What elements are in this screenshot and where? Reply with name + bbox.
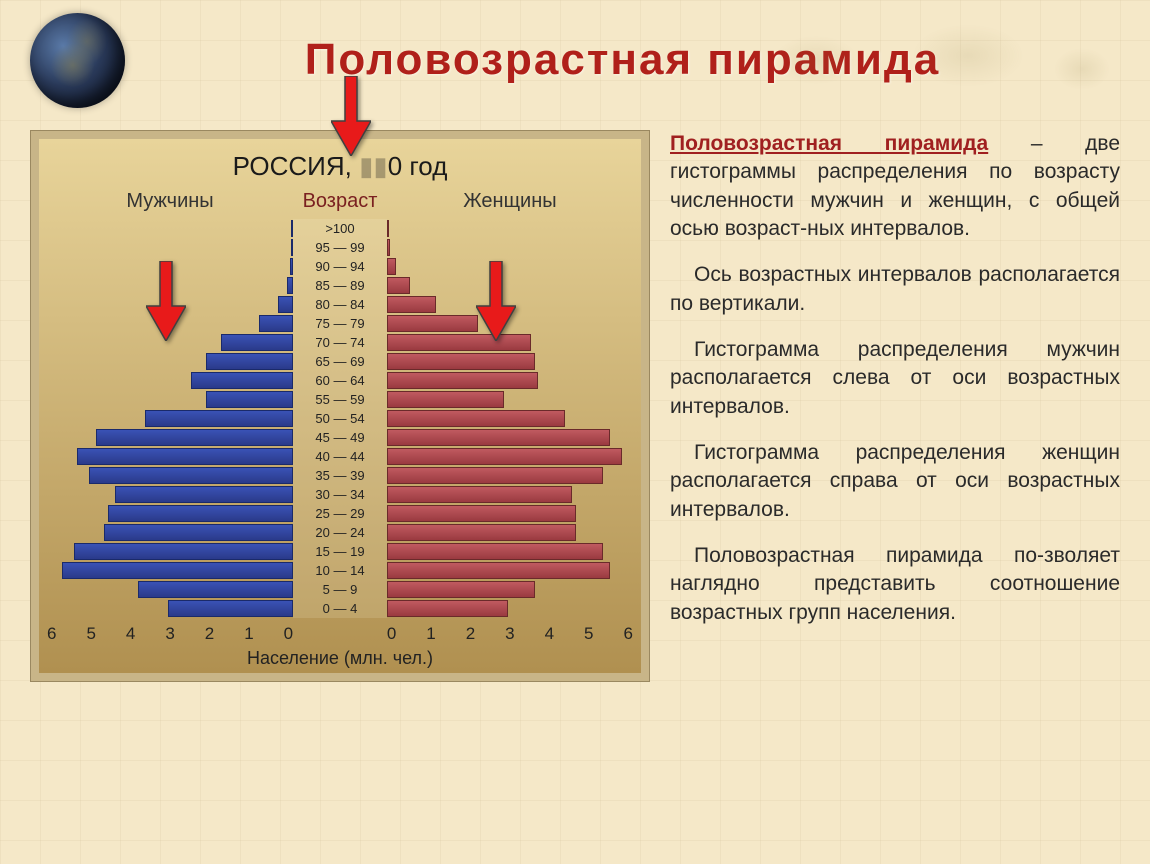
term: Половозрастная пирамида (670, 132, 988, 155)
age-label: 60 — 64 (293, 371, 387, 390)
content: РОССИЯ, ▮▮0 год Мужчины Возраст Женщины … (0, 120, 1150, 682)
label-female: Женщины (387, 190, 633, 213)
chart-title-right: год (409, 151, 447, 181)
p3: Гистограмма распределения мужчин распола… (670, 336, 1120, 421)
male-bar (168, 600, 293, 617)
female-bar (387, 372, 538, 389)
x-tick: 6 (623, 624, 632, 644)
male-bar (278, 296, 293, 313)
age-label: 95 — 99 (293, 238, 387, 257)
male-bar (191, 372, 293, 389)
arrow-female-icon (476, 261, 516, 341)
age-label: 10 — 14 (293, 561, 387, 580)
pyramid-bars: >10095 — 9990 — 9485 — 8980 — 8475 — 797… (47, 219, 633, 618)
x-axis: 6 5 4 3 2 1 0 0 1 2 3 4 5 6 (47, 618, 633, 644)
male-bar (62, 562, 293, 579)
x-tick: 1 (426, 624, 435, 644)
female-bar (387, 505, 576, 522)
age-label: 40 — 44 (293, 447, 387, 466)
x-tick: 5 (584, 624, 593, 644)
pyramid-chart: РОССИЯ, ▮▮0 год Мужчины Возраст Женщины … (30, 130, 650, 682)
age-label: 55 — 59 (293, 390, 387, 409)
x-tick: 0 (284, 624, 293, 644)
age-label: 30 — 34 (293, 485, 387, 504)
male-bar (206, 391, 293, 408)
female-bar (387, 543, 603, 560)
p2: Ось возрастных интервалов располагается … (670, 261, 1120, 318)
age-label: 65 — 69 (293, 352, 387, 371)
female-bar (387, 524, 576, 541)
male-bar (206, 353, 293, 370)
x-tick: 2 (466, 624, 475, 644)
female-bar (387, 315, 478, 332)
female-bar (387, 600, 508, 617)
female-bar (387, 581, 535, 598)
world-map-bg (740, 15, 1120, 105)
female-bar (387, 353, 535, 370)
label-age: Возраст (293, 190, 387, 213)
x-ticks-right: 0 1 2 3 4 5 6 (387, 624, 633, 644)
definition-paragraph: Половозрастная пирамида – две гистограмм… (670, 130, 1120, 243)
column-labels: Мужчины Возраст Женщины (47, 188, 633, 219)
age-label: 85 — 89 (293, 276, 387, 295)
age-label: 80 — 84 (293, 295, 387, 314)
male-bar (89, 467, 293, 484)
male-bar (77, 448, 293, 465)
female-bar (387, 220, 389, 237)
age-label: 70 — 74 (293, 333, 387, 352)
age-label: 90 — 94 (293, 257, 387, 276)
female-bar (387, 277, 410, 294)
female-bar (387, 562, 610, 579)
chart-inner: РОССИЯ, ▮▮0 год Мужчины Возраст Женщины … (39, 139, 641, 673)
male-bar (96, 429, 293, 446)
female-bar (387, 410, 565, 427)
age-label: 75 — 79 (293, 314, 387, 333)
male-bar (145, 410, 293, 427)
age-label: 20 — 24 (293, 523, 387, 542)
globe-icon (30, 13, 125, 108)
age-label: 35 — 39 (293, 466, 387, 485)
female-bar (387, 486, 573, 503)
male-bar (104, 524, 293, 541)
text-panel: Половозрастная пирамида – две гистограмм… (670, 130, 1120, 682)
p4: Гистограмма распределения женщин распола… (670, 439, 1120, 524)
x-tick: 5 (86, 624, 95, 644)
female-bar (387, 258, 396, 275)
x-tick: 2 (205, 624, 214, 644)
age-label: 45 — 49 (293, 428, 387, 447)
male-bar (221, 334, 293, 351)
age-label: 15 — 19 (293, 542, 387, 561)
male-bar (74, 543, 294, 560)
x-tick: 3 (505, 624, 514, 644)
x-tick: 4 (545, 624, 554, 644)
arrow-male-icon (146, 261, 186, 341)
female-bar (387, 467, 603, 484)
age-label: 5 — 9 (293, 580, 387, 599)
x-ticks-left: 6 5 4 3 2 1 0 (47, 624, 293, 644)
female-bar (387, 429, 610, 446)
female-bar (387, 296, 436, 313)
male-bar (108, 505, 294, 522)
arrow-top-icon (331, 76, 371, 156)
x-tick: 3 (165, 624, 174, 644)
age-label: 0 — 4 (293, 599, 387, 618)
x-tick: 1 (244, 624, 253, 644)
age-label: 25 — 29 (293, 504, 387, 523)
female-bar (387, 239, 390, 256)
male-bar (259, 315, 293, 332)
male-bar (115, 486, 293, 503)
age-label: >100 (293, 219, 387, 238)
x-caption: Население (млн. чел.) (47, 644, 633, 669)
age-label: 50 — 54 (293, 409, 387, 428)
female-bar (387, 391, 504, 408)
x-tick: 4 (126, 624, 135, 644)
p5: Половозрастная пирамида по-зволяет нагля… (670, 542, 1120, 627)
age-axis: >10095 — 9990 — 9485 — 8980 — 8475 — 797… (293, 219, 387, 618)
male-bar (138, 581, 293, 598)
x-tick: 0 (387, 624, 396, 644)
female-bar (387, 448, 622, 465)
label-male: Мужчины (47, 190, 293, 213)
x-tick: 6 (47, 624, 56, 644)
